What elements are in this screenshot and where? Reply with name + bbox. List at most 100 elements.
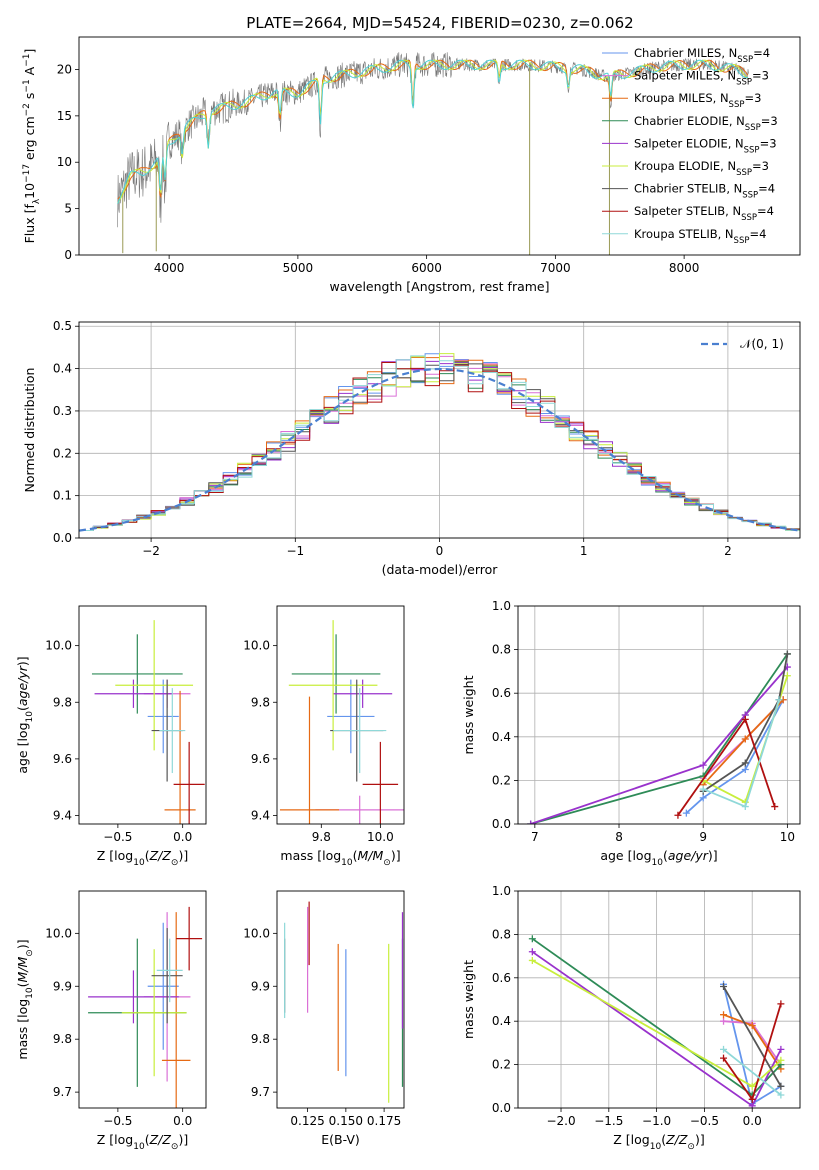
x-tick-label: 0.0 — [173, 1114, 192, 1128]
axes-frame — [517, 890, 801, 1109]
legend-label: 𝒩(0, 1) — [740, 337, 784, 351]
plot-area — [284, 901, 404, 1103]
series-line-dimgrey — [702, 653, 789, 793]
legend-label: Chabrier STELIB, NSSP=4 — [634, 182, 775, 201]
series-marker — [777, 1045, 785, 1053]
panel-mass-vs-Z: −0.5 0.0 9.7 9.8 9.9 10.0 Z [log10(Z/Z⊙)] mass … — [15, 890, 207, 1152]
series-marker — [777, 1000, 785, 1008]
x-tick-label: −1 — [286, 544, 304, 558]
x-tick-label: 9 — [699, 830, 707, 844]
y-tick-label: 0.4 — [492, 730, 511, 744]
y-tick-label: 9.4 — [251, 809, 270, 823]
y-tick-label: 9.6 — [53, 752, 72, 766]
y-tick-label: 0.3 — [53, 404, 72, 418]
series-marker — [720, 1011, 728, 1019]
x-axis-label: wavelength [Angstrom, rest frame] — [329, 279, 549, 294]
x-tick-label: 7 — [531, 830, 539, 844]
y-tick-label: 0 — [64, 248, 72, 262]
x-axis-label: Z [log10(Z/Z⊙)] — [97, 848, 188, 868]
x-axis-label: (data-model)/error — [382, 562, 499, 577]
x-tick-label: 9.8 — [312, 830, 331, 844]
x-axis-label: age [log10(age/yr)] — [600, 848, 717, 868]
y-tick-label: 9.7 — [251, 1085, 270, 1099]
y-tick-label: 9.8 — [53, 695, 72, 709]
series-marker — [777, 1056, 785, 1064]
panel-age-vs-mass: 9.8 10.0 9.4 9.6 9.8 10.0 mass [log10(M/M⊙)] — [243, 605, 405, 868]
x-tick-label: 7000 — [540, 261, 571, 275]
legend-label: Salpeter STELIB, NSSP=4 — [634, 204, 774, 223]
y-tick-label: 0.6 — [492, 971, 511, 985]
y-axis-label: Flux [fλ10−17 erg cm−2 s−1 A−1] — [22, 49, 42, 244]
series-marker — [741, 715, 749, 723]
legend: Chabrier MILES, NSSP=4 Salpeter MILES, NS… — [602, 46, 778, 246]
series-line-paleturquoise — [722, 1048, 782, 1096]
y-tick-label: 10.0 — [45, 926, 72, 940]
axes-frame — [276, 605, 405, 825]
y-tick-label: 0.1 — [53, 489, 72, 503]
panel-spectrum: 4000 5000 6000 7000 8000 0 5 10 15 20 wavelength [… — [22, 36, 801, 294]
series-marker — [699, 794, 707, 802]
panel-weight-vs-Z: −2.0 −1.5 −1.0 −0.5 0.0 0.0 0.2 0.4 0.6 0.8 1.0 Z [… — [461, 884, 801, 1152]
x-tick-label: 8 — [615, 830, 623, 844]
axes-frame — [78, 36, 801, 256]
y-tick-label: 9.9 — [251, 979, 270, 993]
x-tick-label: 2 — [724, 544, 732, 558]
y-tick-label: 9.6 — [251, 752, 270, 766]
series-marker — [741, 803, 749, 811]
x-axis-label: E(B-V) — [321, 1132, 360, 1147]
series-marker — [748, 1095, 756, 1103]
series-marker — [741, 766, 749, 773]
series-marker — [720, 982, 728, 990]
x-tick-label: −0.5 — [103, 830, 132, 844]
x-tick-label: −2.0 — [546, 1114, 575, 1128]
y-axis-label: mass weight — [461, 960, 476, 1039]
y-tick-label: 9.8 — [251, 1032, 270, 1046]
series-marker — [741, 759, 749, 767]
y-tick-label: 0.0 — [492, 1101, 511, 1115]
x-tick-label: 4000 — [154, 261, 185, 275]
y-tick-label: 0.2 — [492, 1058, 511, 1072]
x-tick-label: −0.5 — [103, 1114, 132, 1128]
y-tick-label: 9.4 — [53, 809, 72, 823]
x-tick-label: 0.175 — [367, 1114, 401, 1128]
series-marker — [777, 1082, 785, 1090]
x-tick-label: −2 — [142, 544, 160, 558]
plot-area — [279, 620, 404, 824]
plot-area — [88, 906, 203, 1108]
y-tick-label: 1.0 — [492, 884, 511, 898]
x-tick-label: 0.0 — [173, 830, 192, 844]
x-tick-label: −1.5 — [594, 1114, 623, 1128]
plot-area — [528, 935, 785, 1108]
y-tick-label: 5 — [64, 202, 72, 216]
x-tick-label: −0.5 — [690, 1114, 719, 1128]
axes-frame — [78, 605, 207, 825]
y-axis-label: Normed distribution — [22, 368, 37, 493]
series-line-seagreen — [530, 653, 789, 824]
x-axis-label: Z [log10(Z/Z⊙)] — [613, 1132, 704, 1152]
y-axis-label: mass [log10(M/M⊙)] — [15, 939, 35, 1059]
y-tick-label: 10.0 — [243, 639, 270, 653]
plot-area — [91, 620, 205, 824]
series-marker — [783, 650, 791, 658]
series-marker — [674, 811, 682, 819]
x-tick-label: 0 — [436, 544, 444, 558]
y-tick-label: 9.8 — [53, 1032, 72, 1046]
x-tick-label: 5000 — [283, 261, 314, 275]
series-marker — [748, 1102, 756, 1108]
x-tick-label: −1.0 — [642, 1114, 671, 1128]
y-tick-label: 9.7 — [53, 1085, 72, 1099]
x-tick-label: 10 — [780, 830, 795, 844]
series-marker — [777, 1091, 785, 1099]
legend-label: Kroupa STELIB, NSSP=4 — [634, 227, 766, 246]
series-marker — [748, 1082, 756, 1090]
plot-area — [527, 650, 791, 824]
model-line-model — [117, 59, 749, 204]
panel-age-vs-Z: −0.5 0.0 9.4 9.6 9.8 10.0 Z [log10(Z/Z⊙)] age [… — [15, 605, 207, 868]
x-tick-label: 6000 — [411, 261, 442, 275]
x-tick-label: 0.150 — [329, 1114, 363, 1128]
series-line-dimgrey — [722, 986, 782, 1087]
y-tick-label: 0.5 — [53, 319, 72, 333]
series-marker — [775, 696, 783, 704]
y-tick-label: 9.9 — [53, 979, 72, 993]
